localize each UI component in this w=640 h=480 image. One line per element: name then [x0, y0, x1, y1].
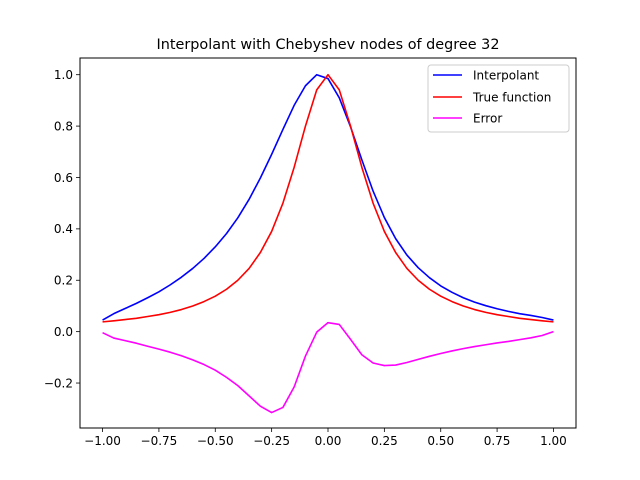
- y-tick-label: 0.4: [54, 222, 73, 236]
- y-axis: −0.2 0.0 0.2 0.4 0.6 0.8 1.0: [44, 68, 80, 390]
- y-tick-label: 0.8: [54, 119, 73, 133]
- y-tick-label: 1.0: [54, 68, 73, 82]
- y-tick-label: 0.0: [54, 325, 73, 339]
- series-line-error: [102, 321, 554, 414]
- legend-label-interpolant: Interpolant: [473, 69, 539, 83]
- x-tick-label: 0.00: [315, 434, 342, 448]
- y-tick-label: 0.6: [54, 171, 73, 185]
- x-tick-label: 1.00: [540, 434, 567, 448]
- legend-label-true-function: True function: [472, 91, 551, 105]
- x-tick-label: 0.75: [484, 434, 511, 448]
- series-line-true-function: [102, 73, 554, 323]
- x-tick-label: 0.50: [427, 434, 454, 448]
- series-line-interpolant: [102, 73, 554, 321]
- legend: Interpolant True function Error: [427, 64, 570, 133]
- plot-lines: [102, 73, 554, 414]
- y-tick-label: −0.2: [44, 376, 73, 390]
- x-tick-label: −0.75: [141, 434, 178, 448]
- chart-title: Interpolant with Chebyshev nodes of degr…: [157, 37, 500, 53]
- y-tick-label: 0.2: [54, 274, 73, 288]
- legend-box: [427, 64, 570, 133]
- x-tick-label: 0.25: [371, 434, 398, 448]
- x-tick-label: −0.25: [253, 434, 290, 448]
- x-tick-label: −0.50: [197, 434, 234, 448]
- legend-label-error: Error: [473, 112, 502, 126]
- x-tick-label: −1.00: [84, 434, 121, 448]
- x-axis: −1.00 −0.75 −0.50 −0.25 0.00 0.25 0.50 0.75 1.00: [84, 428, 567, 448]
